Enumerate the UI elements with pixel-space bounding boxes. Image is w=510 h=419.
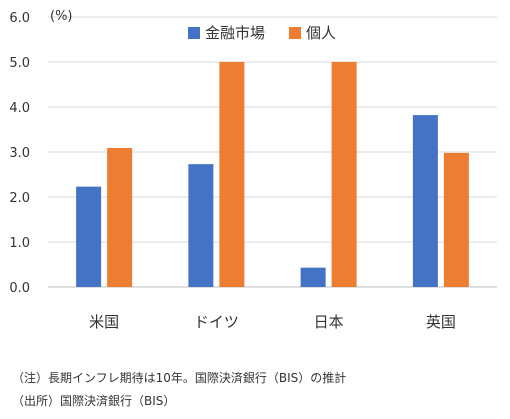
bar [107,147,133,287]
y-tick-label: 2.0 [9,191,30,206]
y-tick-label: 6.0 [9,11,30,26]
y-tick-label: 4.0 [9,101,30,116]
bar [188,164,214,287]
y-tick-label: 5.0 [9,56,30,71]
bar [300,267,326,287]
y-tick-label: 3.0 [9,146,30,161]
bar-chart: 0.0 1.0 2.0 3.0 4.0 5.0 6.0 米国 ドイツ 日本 英国 (%) 金融市場 … [9,9,497,331]
legend-label-series-1: 金融市場 [205,24,265,42]
bar [443,152,469,287]
y-tick-label: 0.0 [9,281,30,296]
footnote-note: （注）長期インフレ期待は10年。国際決済銀行（BIS）の推計 [12,371,347,385]
legend-label-series-2: 個人 [306,24,336,42]
y-unit-label: (%) [50,9,73,24]
legend-swatch-series-1 [188,27,200,39]
y-tick-label: 1.0 [9,236,30,251]
bar [219,62,245,287]
bar [331,62,357,287]
x-tick-label: 英国 [426,313,456,331]
bars [76,62,469,287]
axes: 0.0 1.0 2.0 3.0 4.0 5.0 6.0 米国 ドイツ 日本 英国 [9,11,456,331]
x-tick-label: ドイツ [194,313,239,331]
x-tick-label: 米国 [89,313,119,331]
bar [412,115,438,287]
x-tick-label: 日本 [314,313,344,331]
legend: 金融市場 個人 [188,24,336,42]
footnote-source: （出所）国際決済銀行（BIS） [12,394,176,408]
bar [76,186,102,287]
legend-swatch-series-2 [289,27,301,39]
